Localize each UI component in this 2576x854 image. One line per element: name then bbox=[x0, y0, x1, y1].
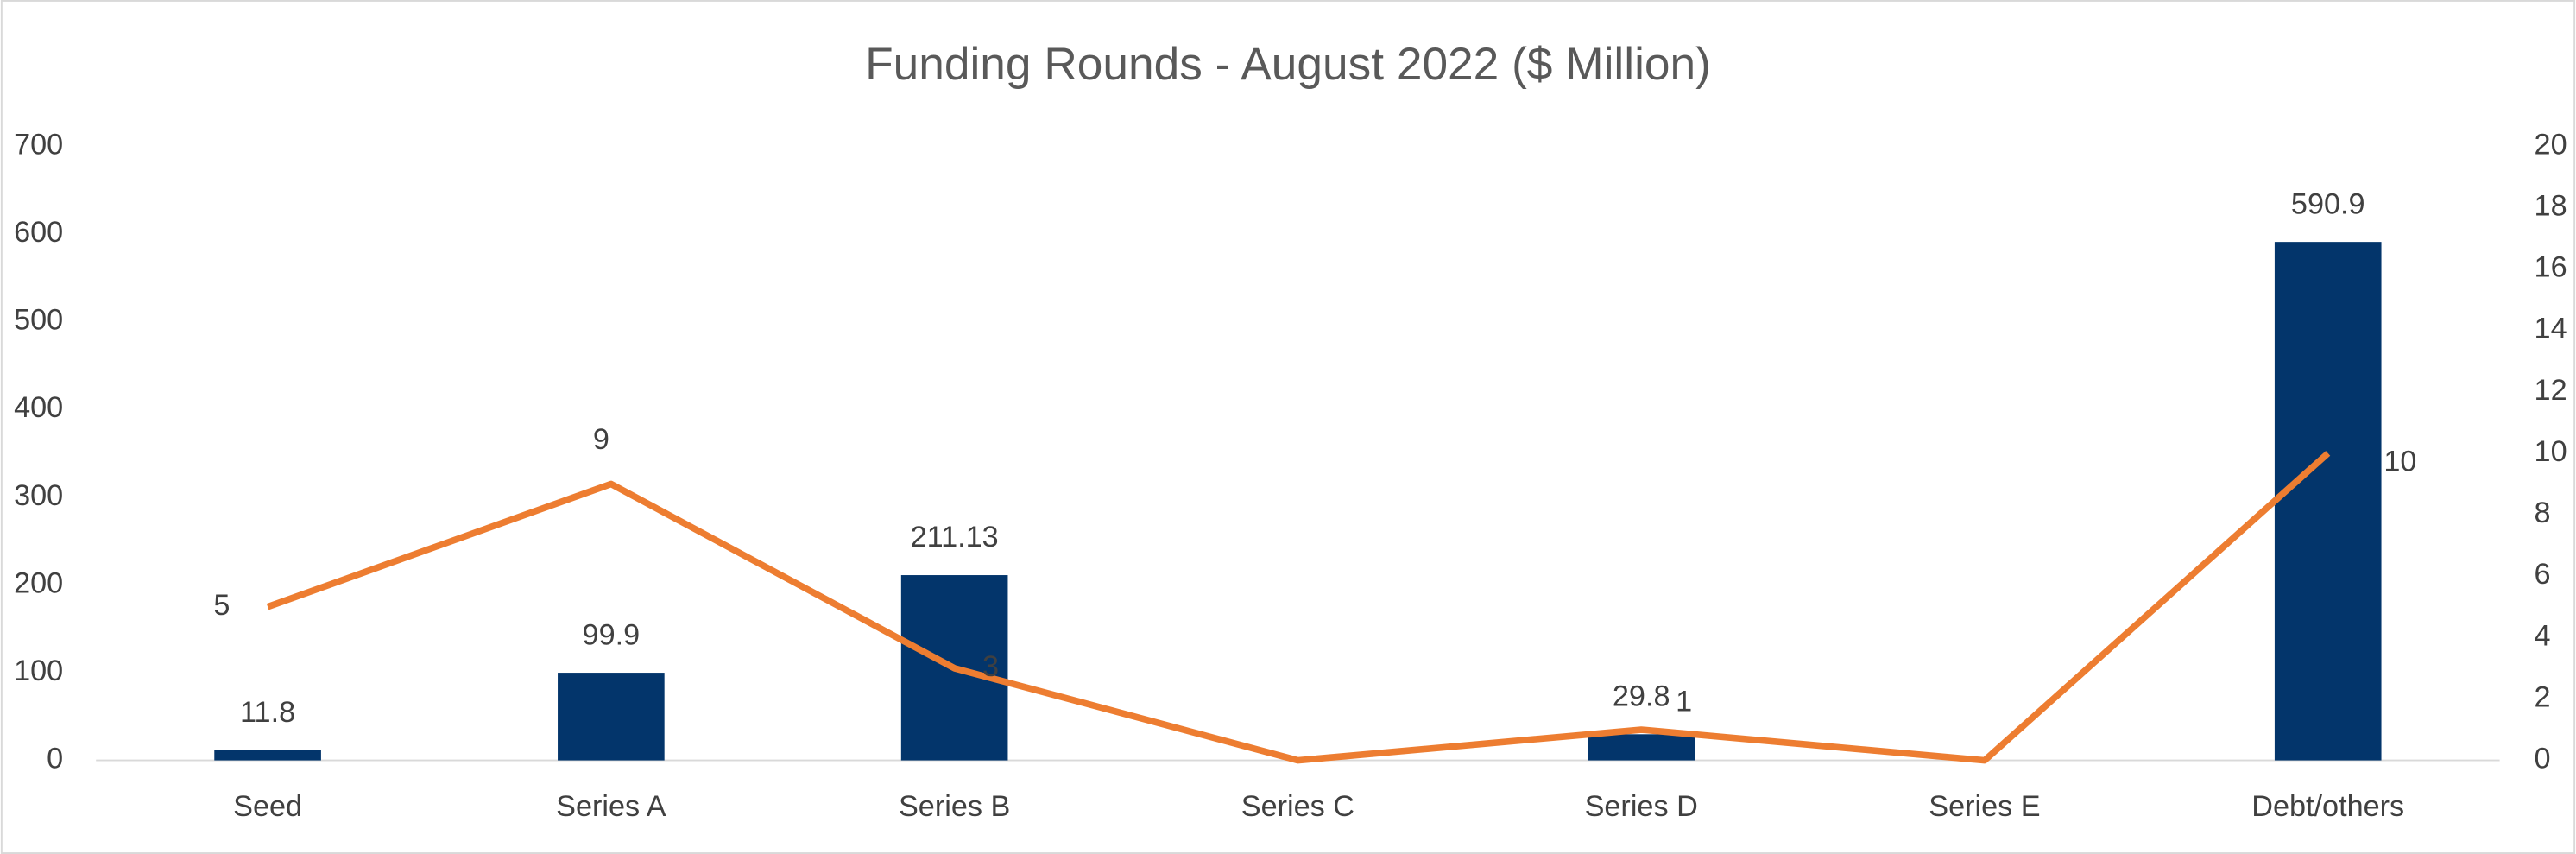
y-tick-label: 300 bbox=[14, 479, 63, 512]
y2-tick-label: 8 bbox=[2535, 497, 2551, 529]
x-tick-label: Series C bbox=[1241, 790, 1354, 823]
y2-tick-label: 6 bbox=[2535, 558, 2551, 591]
x-tick-label: Series A bbox=[556, 790, 666, 823]
x-tick-label: Series D bbox=[1585, 790, 1698, 823]
bar-value-label: 11.8 bbox=[240, 696, 295, 729]
y-tick-label: 100 bbox=[14, 655, 63, 687]
bar-value-label: 590.9 bbox=[2291, 187, 2365, 220]
line-value-label: 9 bbox=[593, 423, 609, 456]
y2-tick-label: 18 bbox=[2535, 189, 2567, 222]
bar bbox=[2274, 242, 2382, 761]
line-value-label: 10 bbox=[2383, 445, 2416, 478]
line-value-label: 1 bbox=[1676, 686, 1692, 718]
line bbox=[266, 451, 2331, 764]
chart-title: Funding Rounds - August 2022 ($ Million) bbox=[865, 39, 1711, 90]
bar-value-label: 99.9 bbox=[583, 618, 641, 651]
y-tick-label: 0 bbox=[47, 743, 63, 775]
y-tick-label: 400 bbox=[14, 391, 63, 424]
y2-tick-label: 14 bbox=[2535, 313, 2567, 345]
y2-tick-label: 16 bbox=[2535, 251, 2567, 284]
x-tick-label: Series B bbox=[899, 790, 1010, 823]
y2-tick-label: 10 bbox=[2535, 435, 2567, 468]
line-value-label: 5 bbox=[213, 589, 230, 622]
y-tick-label: 600 bbox=[14, 216, 63, 249]
y-tick-label: 700 bbox=[14, 128, 63, 161]
bar-value-label: 211.13 bbox=[911, 521, 999, 554]
x-tick-label: Series E bbox=[1929, 790, 2040, 823]
bar bbox=[214, 750, 321, 761]
bar-value-label: 29.8 bbox=[1613, 680, 1670, 713]
line-value-label: 3 bbox=[982, 650, 999, 683]
x-tick-label: Debt/others bbox=[2251, 790, 2404, 823]
x-tick-label: Seed bbox=[233, 790, 302, 823]
y-tick-label: 500 bbox=[14, 304, 63, 337]
y2-tick-label: 20 bbox=[2535, 128, 2567, 161]
y2-tick-label: 12 bbox=[2535, 374, 2567, 407]
bar bbox=[1588, 734, 1695, 761]
y2-tick-label: 2 bbox=[2535, 681, 2551, 714]
y-tick-label: 200 bbox=[14, 566, 63, 599]
bar bbox=[558, 673, 665, 761]
y2-tick-label: 4 bbox=[2535, 619, 2551, 652]
y2-tick-label: 0 bbox=[2535, 743, 2551, 775]
